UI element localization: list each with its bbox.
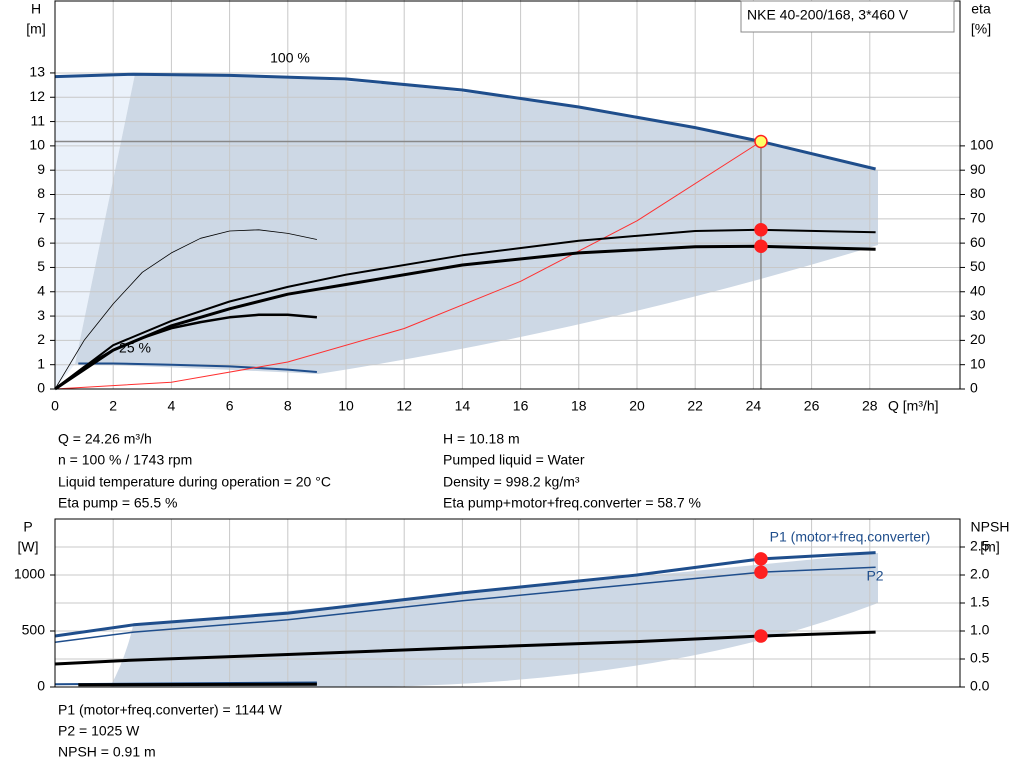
y-tick-label: 12 bbox=[29, 88, 45, 104]
x-tick-label: 18 bbox=[571, 398, 587, 414]
operating-point bbox=[754, 565, 768, 579]
operating-point bbox=[754, 552, 768, 566]
operating-point bbox=[754, 629, 768, 643]
y-tick-label: 5 bbox=[37, 258, 45, 274]
info-text: P1 (motor+freq.converter) = 1144 W bbox=[58, 702, 283, 718]
y-tick-label: 1 bbox=[37, 355, 45, 371]
x-tick-label: 2 bbox=[109, 398, 117, 414]
title-box bbox=[740, 0, 955, 33]
y-tick-label: 500 bbox=[22, 622, 46, 638]
series-line bbox=[54, 228, 876, 390]
info-text: Liquid temperature during operation = 20… bbox=[58, 474, 331, 490]
info-text: P2 = 1025 W bbox=[58, 723, 140, 739]
y2-axis-label: [%] bbox=[971, 21, 991, 37]
y2-tick-label: 90 bbox=[970, 161, 986, 177]
x-tick-label: 6 bbox=[226, 398, 234, 414]
info-text: Q = 24.26 m³/h bbox=[58, 431, 152, 447]
y2-tick-label: 2.5 bbox=[970, 538, 990, 554]
series-label: P2 bbox=[866, 568, 883, 584]
x-tick-label: 12 bbox=[396, 398, 412, 414]
y2-tick-label: 20 bbox=[970, 331, 986, 347]
x-tick-label: 4 bbox=[168, 398, 176, 414]
y2-tick-label: 0 bbox=[970, 380, 978, 396]
y2-tick-label: 100 bbox=[970, 137, 994, 153]
info-text: n = 100 % / 1743 rpm bbox=[58, 452, 192, 468]
x-tick-label: 0 bbox=[51, 398, 59, 414]
operating-point bbox=[754, 239, 768, 254]
y2-tick-label: 50 bbox=[970, 258, 986, 274]
y2-axis-label: NPSH bbox=[971, 519, 1010, 535]
operating-point bbox=[754, 134, 768, 149]
x-tick-label: 8 bbox=[284, 398, 292, 414]
x-tick-label: 28 bbox=[862, 398, 878, 414]
operating-point bbox=[754, 223, 768, 237]
x-tick-label: 16 bbox=[513, 398, 529, 414]
y-tick-label: 6 bbox=[37, 234, 45, 250]
y-axis-label: [m] bbox=[26, 21, 45, 37]
y-axis-label: P bbox=[23, 519, 32, 535]
operating-range bbox=[75, 73, 878, 375]
x-tick-label: 14 bbox=[455, 398, 471, 414]
series-line bbox=[54, 72, 876, 171]
info-text: Eta pump+motor+freq.converter = 58.7 % bbox=[443, 495, 701, 511]
y-tick-label: 11 bbox=[30, 112, 45, 128]
y-tick-label: 0 bbox=[37, 678, 45, 694]
y-tick-label: 13 bbox=[29, 64, 45, 80]
y-tick-label: 10 bbox=[29, 137, 45, 153]
y2-tick-label: 1.0 bbox=[970, 622, 990, 638]
y2-axis-label: [m] bbox=[980, 539, 999, 555]
y2-tick-label: 2.0 bbox=[970, 566, 990, 582]
series-line bbox=[78, 682, 317, 687]
y2-tick-label: 80 bbox=[970, 185, 986, 201]
plot bbox=[54, 72, 876, 687]
y-axis-label: [W] bbox=[18, 539, 39, 555]
series-line bbox=[78, 362, 317, 373]
y2-tick-label: 40 bbox=[970, 282, 986, 298]
annotation: 100 % bbox=[270, 50, 310, 66]
chart-title: NKE 40-200/168, 3*460 V bbox=[747, 7, 909, 23]
x-tick-label: 10 bbox=[338, 398, 354, 414]
y2-tick-label: 0.0 bbox=[970, 678, 990, 694]
y2-tick-label: 70 bbox=[970, 210, 986, 226]
series-line bbox=[54, 141, 762, 390]
annotation: 25 % bbox=[119, 340, 151, 356]
y-tick-label: 1000 bbox=[14, 566, 45, 582]
y-tick-label: 4 bbox=[37, 282, 45, 298]
series-line bbox=[54, 313, 318, 390]
range-light bbox=[55, 74, 135, 389]
y-tick-label: 0 bbox=[37, 380, 45, 396]
info-text: Density = 998.2 kg/m³ bbox=[443, 474, 580, 490]
info-text: Pumped liquid = Water bbox=[443, 452, 585, 468]
y-axis-label: H bbox=[31, 1, 41, 17]
y2-tick-label: 1.5 bbox=[970, 594, 990, 610]
x-tick-label: 24 bbox=[746, 398, 762, 414]
x-axis-label: Q [m³/h] bbox=[888, 398, 939, 414]
series-label: P1 (motor+freq.converter) bbox=[770, 529, 931, 545]
series-line bbox=[54, 229, 317, 390]
y-tick-label: 7 bbox=[37, 210, 45, 226]
x-tick-label: 22 bbox=[687, 398, 703, 414]
x-tick-label: 20 bbox=[629, 398, 645, 414]
y2-tick-label: 10 bbox=[970, 355, 986, 371]
y-tick-label: 9 bbox=[37, 161, 45, 177]
info-text: Eta pump = 65.5 % bbox=[58, 495, 177, 511]
y2-axis-label: eta bbox=[971, 1, 991, 17]
y-tick-label: 8 bbox=[37, 185, 45, 201]
y-tick-label: 2 bbox=[37, 331, 45, 347]
info-text: H = 10.18 m bbox=[443, 431, 520, 447]
x-tick-label: 26 bbox=[804, 398, 820, 414]
y2-tick-label: 30 bbox=[970, 307, 986, 323]
y2-tick-label: 60 bbox=[970, 234, 986, 250]
y2-tick-label: 0.5 bbox=[970, 650, 990, 666]
y-tick-label: 3 bbox=[37, 307, 45, 323]
info-text: NPSH = 0.91 m bbox=[58, 744, 156, 760]
